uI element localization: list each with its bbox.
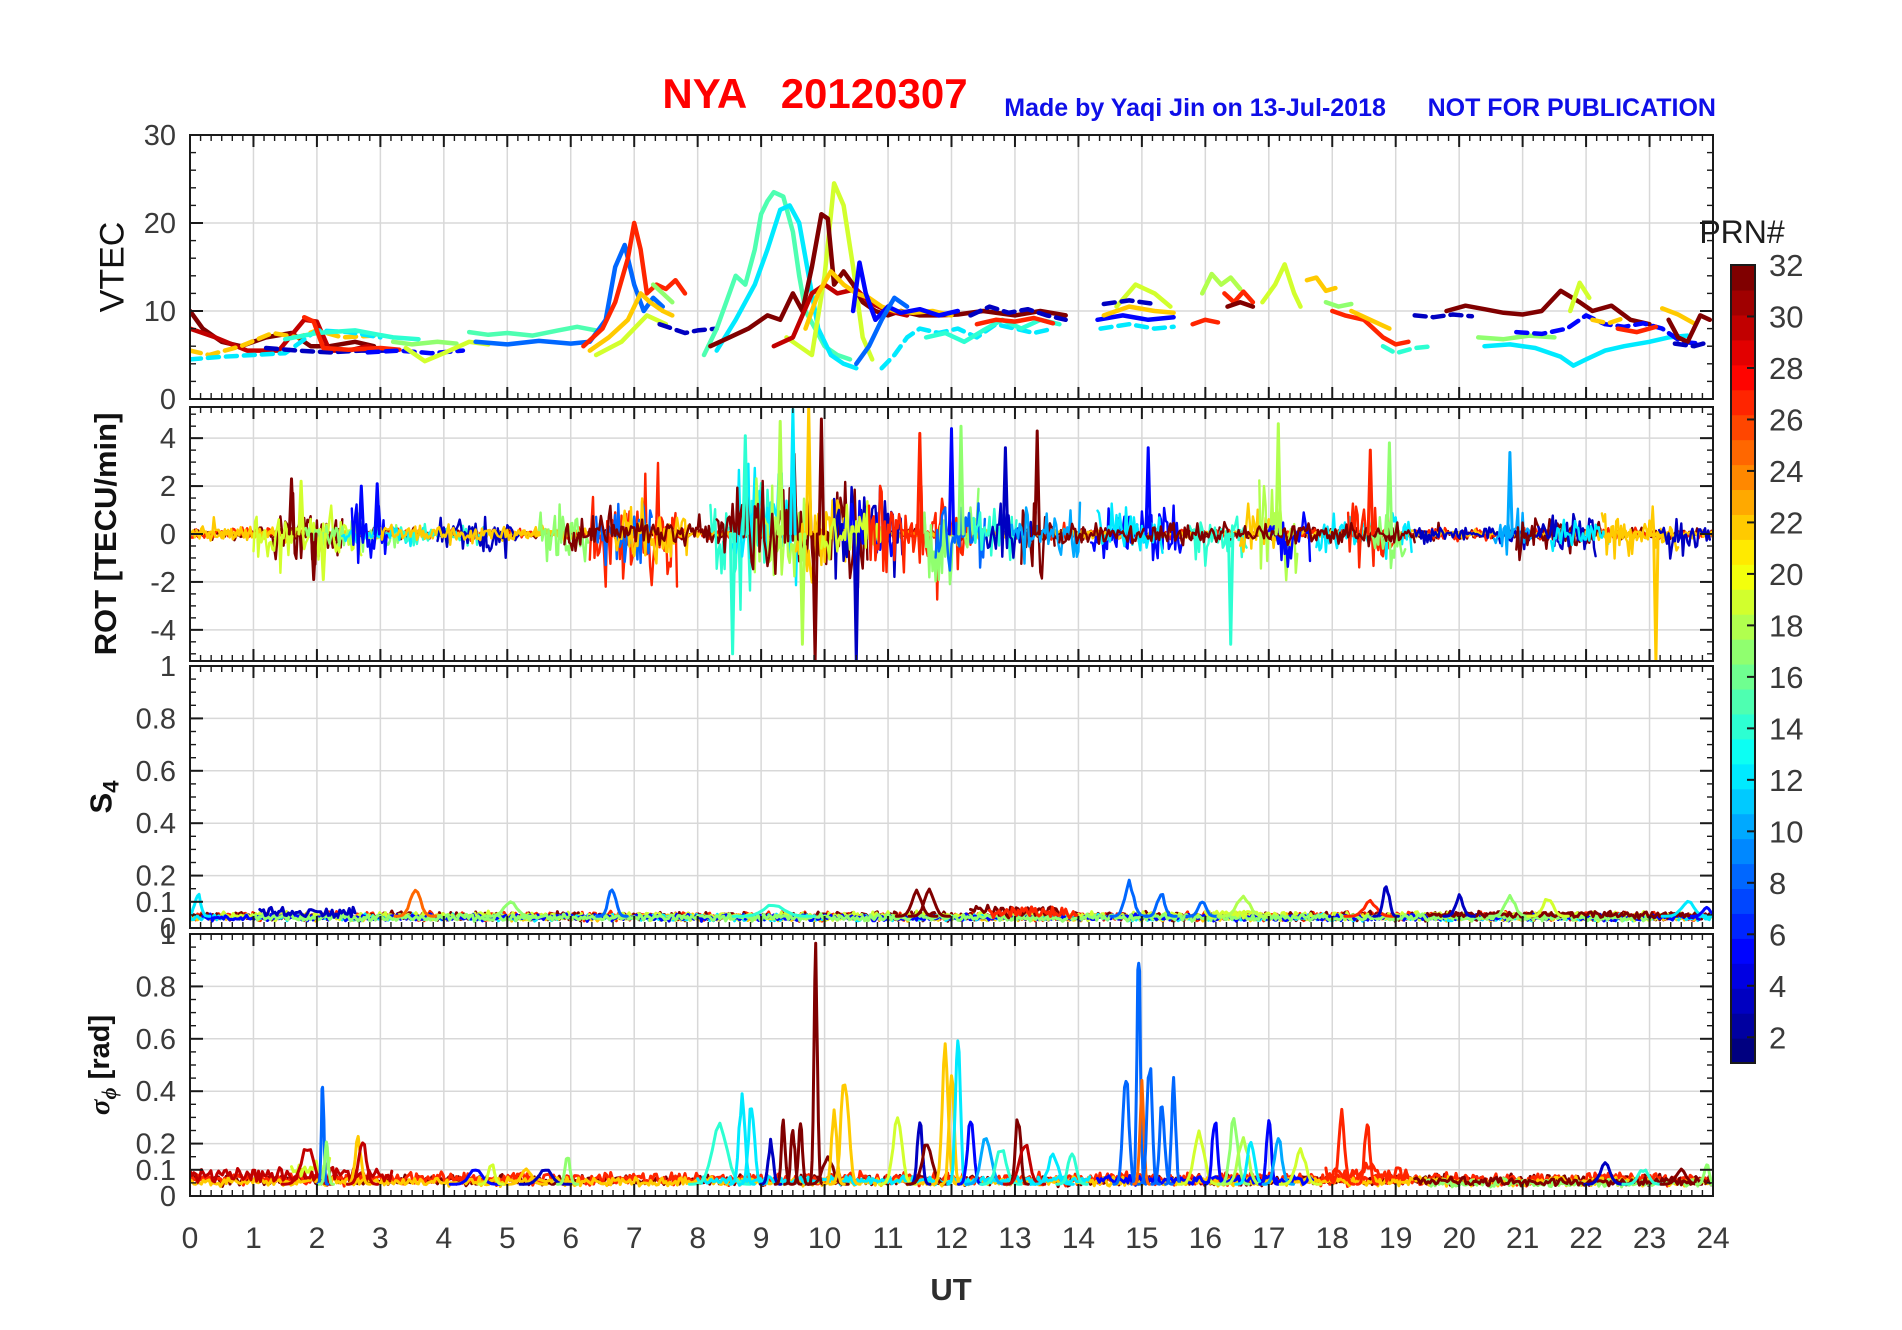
svg-text:0.4: 0.4 [136, 1076, 176, 1108]
svg-text:0.1: 0.1 [136, 1155, 176, 1187]
svg-text:12: 12 [935, 1222, 968, 1255]
svg-text:6: 6 [562, 1222, 579, 1255]
svg-text:0: 0 [182, 1222, 199, 1255]
svg-text:0: 0 [160, 913, 176, 945]
svg-text:12: 12 [1769, 763, 1803, 798]
svg-text:22: 22 [1769, 505, 1803, 540]
svg-text:-2: -2 [150, 567, 176, 599]
svg-text:9: 9 [753, 1222, 770, 1255]
svg-text:30: 30 [1769, 299, 1803, 334]
svg-text:0.2: 0.2 [136, 1129, 176, 1161]
svg-text:0: 0 [160, 1181, 176, 1213]
svg-text:20: 20 [1442, 1222, 1475, 1255]
svg-text:4: 4 [160, 423, 176, 455]
svg-text:0.2: 0.2 [136, 861, 176, 893]
svg-text:1: 1 [160, 919, 176, 951]
svg-text:11: 11 [872, 1222, 903, 1255]
svg-text:14: 14 [1769, 711, 1803, 746]
svg-text:0.8: 0.8 [136, 971, 176, 1003]
svg-text:1: 1 [160, 651, 176, 683]
svg-text:32: 32 [1769, 248, 1803, 283]
svg-text:5: 5 [499, 1222, 516, 1255]
svg-text:0.4: 0.4 [136, 808, 176, 840]
svg-text:0.6: 0.6 [136, 1024, 176, 1056]
svg-text:8: 8 [689, 1222, 706, 1255]
svg-text:28: 28 [1769, 351, 1803, 386]
svg-text:20: 20 [144, 208, 176, 240]
svg-text:23: 23 [1633, 1222, 1666, 1255]
svg-text:18: 18 [1769, 608, 1803, 643]
svg-text:19: 19 [1379, 1222, 1412, 1255]
svg-text:10: 10 [144, 296, 176, 328]
svg-text:14: 14 [1062, 1222, 1095, 1255]
xlabel-ut: UT [930, 1272, 972, 1307]
svg-text:30: 30 [144, 120, 176, 152]
svg-text:0: 0 [160, 519, 176, 551]
credit-annotation: Made by Yaqi Jin on 13-Jul-2018 NOT FOR … [1004, 94, 1716, 122]
svg-text:15: 15 [1125, 1222, 1158, 1255]
svg-text:22: 22 [1569, 1222, 1602, 1255]
page-title: NYA 20120307 [662, 70, 968, 117]
svg-text:26: 26 [1769, 402, 1803, 437]
svg-text:2: 2 [160, 471, 176, 503]
svg-text:0: 0 [160, 384, 176, 416]
svg-text:21: 21 [1506, 1222, 1539, 1255]
svg-text:2: 2 [309, 1222, 326, 1255]
svg-text:0.1: 0.1 [136, 887, 176, 919]
svg-text:2: 2 [1769, 1020, 1786, 1055]
svg-text:0.8: 0.8 [136, 703, 176, 735]
svg-text:7: 7 [626, 1222, 643, 1255]
svg-text:4: 4 [1769, 969, 1786, 1004]
svg-text:0.6: 0.6 [136, 756, 176, 788]
svg-text:10: 10 [1769, 814, 1803, 849]
svg-text:18: 18 [1316, 1222, 1349, 1255]
svg-text:10: 10 [808, 1222, 841, 1255]
svg-text:3: 3 [372, 1222, 389, 1255]
svg-text:16: 16 [1189, 1222, 1222, 1255]
svg-text:8: 8 [1769, 866, 1786, 901]
svg-text:17: 17 [1252, 1222, 1285, 1255]
svg-text:4: 4 [435, 1222, 452, 1255]
svg-text:24: 24 [1769, 454, 1803, 489]
svg-text:20: 20 [1769, 557, 1803, 592]
svg-text:6: 6 [1769, 917, 1786, 952]
svg-text:1: 1 [245, 1222, 262, 1255]
svg-text:24: 24 [1696, 1222, 1729, 1255]
svg-text:-4: -4 [150, 615, 176, 647]
svg-text:13: 13 [998, 1222, 1031, 1255]
svg-text:16: 16 [1769, 660, 1803, 695]
